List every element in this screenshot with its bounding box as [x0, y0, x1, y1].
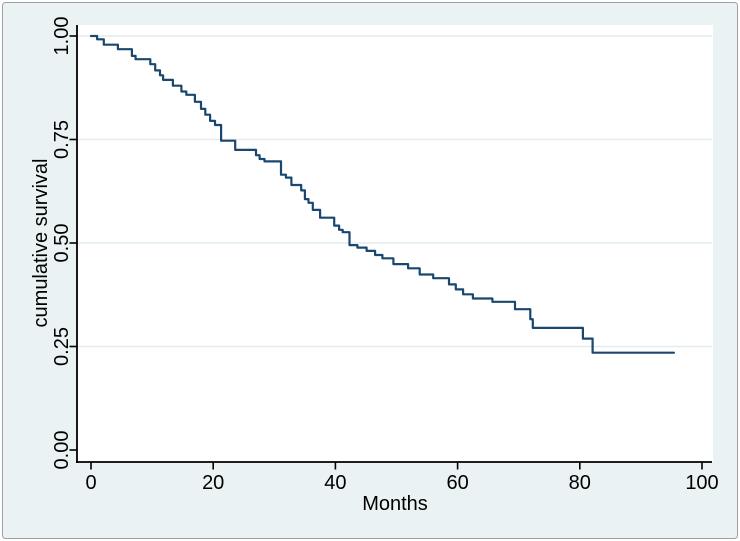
x-tick-label: 20	[202, 472, 224, 494]
y-tick-label: 0.75	[51, 120, 73, 159]
x-tick-label: 60	[446, 472, 468, 494]
km-survival-curve	[89, 34, 675, 354]
y-tick-label: 1.00	[51, 17, 73, 56]
y-axis-title: cumulative survival	[30, 159, 52, 328]
x-tick-label: 80	[569, 472, 591, 494]
y-tick-label: 0.50	[51, 224, 73, 263]
y-tick-label: 0.00	[51, 431, 73, 470]
x-axis-title: Months	[362, 493, 428, 515]
x-tick-label: 0	[85, 472, 96, 494]
x-tick-label: 100	[685, 472, 718, 494]
generated-chart-layers: 0.00 0.25 0.50 0.75 1.00 0 20 40 60 80 100	[51, 17, 719, 494]
x-tick-label: 40	[324, 472, 346, 494]
y-tick-label: 0.25	[51, 327, 73, 366]
